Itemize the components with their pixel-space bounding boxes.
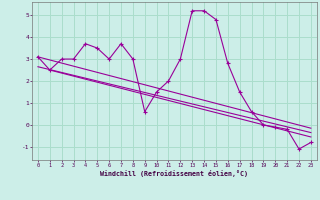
X-axis label: Windchill (Refroidissement éolien,°C): Windchill (Refroidissement éolien,°C) (100, 170, 248, 177)
